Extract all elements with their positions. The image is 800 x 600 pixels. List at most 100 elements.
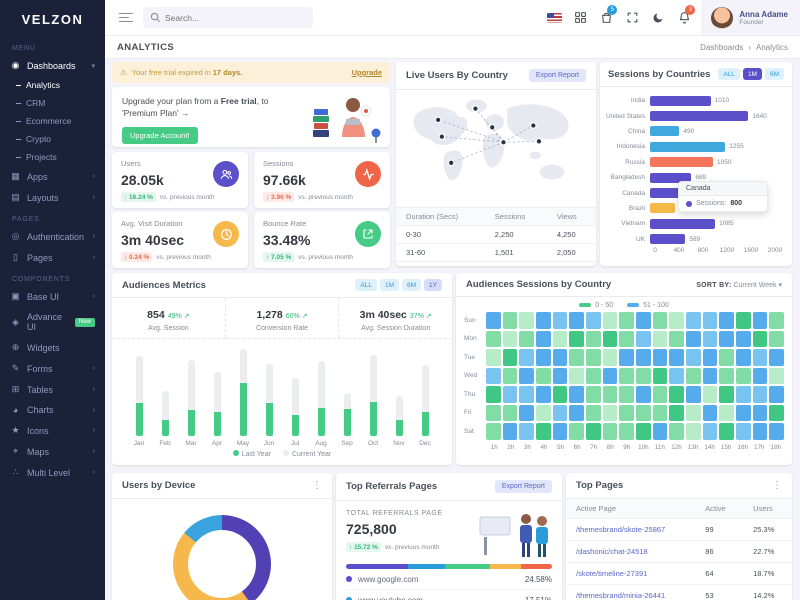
heatmap-cell[interactable] xyxy=(586,330,601,347)
sidebar-item-base-ui[interactable]: ▣ Base UI › xyxy=(0,286,105,307)
sidebar-item-multi-level[interactable]: ∴ Multi Level › xyxy=(0,462,105,483)
audiences-bar-chart[interactable]: Jan Feb Mar Apr May Jun Jul Aug Sep Oct Nov Dec xyxy=(112,339,452,447)
heatmap-cell[interactable] xyxy=(536,367,551,384)
month-column[interactable]: Oct xyxy=(360,347,386,447)
heatmap-cell[interactable] xyxy=(719,312,735,329)
heatmap-cell[interactable] xyxy=(602,423,618,440)
page-link[interactable]: /themesbrand/skote-25867 xyxy=(566,518,696,541)
heatmap-cell[interactable] xyxy=(536,386,551,403)
heatmap-cell[interactable] xyxy=(602,330,618,347)
heatmap-cell[interactable] xyxy=(569,386,585,403)
heatmap-cell[interactable] xyxy=(569,330,585,347)
heatmap-cell[interactable] xyxy=(519,349,535,366)
sidebar-subitem-projects[interactable]: Projects xyxy=(0,148,105,166)
country-bar[interactable] xyxy=(650,157,713,168)
heatmap-cell[interactable] xyxy=(536,349,551,366)
heatmap-chart[interactable]: Sun Mon Tue Wed Thu Fri Sat 1h 2h 3h 4h 5h 6h 7h 8h 9h 1… xyxy=(456,312,792,451)
heatmap-cell[interactable] xyxy=(769,386,785,403)
referral-site[interactable]: www.youtube.com xyxy=(358,595,423,600)
sidebar-subitem-analytics[interactable]: Analytics xyxy=(0,76,105,94)
heatmap-cell[interactable] xyxy=(586,404,601,421)
sidebar-item-authentication[interactable]: ◎ Authentication › xyxy=(0,226,105,247)
heatmap-cell[interactable] xyxy=(752,386,768,403)
heatmap-cell[interactable] xyxy=(586,386,601,403)
heatmap-cell[interactable] xyxy=(486,367,501,384)
heatmap-cell[interactable] xyxy=(702,404,718,421)
heatmap-cell[interactable] xyxy=(769,349,785,366)
heatmap-cell[interactable] xyxy=(736,367,751,384)
apps-grid-icon[interactable] xyxy=(567,0,593,35)
heatmap-cell[interactable] xyxy=(736,349,751,366)
heatmap-cell[interactable] xyxy=(602,367,618,384)
country-bar[interactable] xyxy=(650,95,711,106)
heatmap-cell[interactable] xyxy=(686,312,701,329)
heatmap-cell[interactable] xyxy=(586,423,601,440)
heatmap-cell[interactable] xyxy=(586,349,601,366)
heatmap-cell[interactable] xyxy=(502,386,518,403)
month-column[interactable]: Sep xyxy=(334,347,360,447)
country-bar[interactable] xyxy=(650,141,726,152)
heatmap-cell[interactable] xyxy=(619,404,635,421)
sidebar-item-maps[interactable]: ⌖ Maps › xyxy=(0,441,105,462)
page-link[interactable]: /themesbrand/minia-26441 xyxy=(566,584,696,600)
heatmap-cell[interactable] xyxy=(769,423,785,440)
heatmap-cell[interactable] xyxy=(752,367,768,384)
month-column[interactable]: Apr xyxy=(204,347,230,447)
heatmap-cell[interactable] xyxy=(686,386,701,403)
heatmap-cell[interactable] xyxy=(769,330,785,347)
cart-icon[interactable]: 5 xyxy=(593,0,619,35)
heatmap-cell[interactable] xyxy=(586,312,601,329)
country-bar[interactable] xyxy=(650,172,692,183)
map-marker[interactable] xyxy=(472,105,479,113)
range-button-all[interactable]: ALL xyxy=(718,68,740,80)
heatmap-cell[interactable] xyxy=(769,367,785,384)
sessions-bar-chart[interactable]: India 1010 United States 1640 China 490 Indone… xyxy=(600,87,792,257)
upgrade-link[interactable]: Upgrade xyxy=(351,68,382,77)
heatmap-cell[interactable] xyxy=(536,312,551,329)
export-report-button[interactable]: Export Report xyxy=(528,69,586,82)
heatmap-cell[interactable] xyxy=(519,312,535,329)
search-input[interactable] xyxy=(143,7,313,28)
heatmap-cell[interactable] xyxy=(652,404,668,421)
sidebar-subitem-ecommerce[interactable]: Ecommerce xyxy=(0,112,105,130)
sidebar-item-pages[interactable]: ▯ Pages › xyxy=(0,247,105,268)
country-bar[interactable] xyxy=(650,203,676,214)
month-column[interactable]: Feb xyxy=(152,347,178,447)
heatmap-cell[interactable] xyxy=(519,386,535,403)
heatmap-cell[interactable] xyxy=(486,423,501,440)
map-marker[interactable] xyxy=(447,159,455,167)
heatmap-cell[interactable] xyxy=(719,349,735,366)
heatmap-cell[interactable] xyxy=(502,404,518,421)
sidebar-item-widgets[interactable]: ⊕ Widgets xyxy=(0,337,105,358)
heatmap-cell[interactable] xyxy=(752,404,768,421)
heatmap-cell[interactable] xyxy=(552,312,568,329)
heatmap-cell[interactable] xyxy=(552,423,568,440)
heatmap-cell[interactable] xyxy=(702,349,718,366)
sidebar-item-apps[interactable]: ▦ Apps › xyxy=(0,166,105,187)
heatmap-cell[interactable] xyxy=(652,330,668,347)
month-column[interactable]: Jun xyxy=(256,347,282,447)
heatmap-cell[interactable] xyxy=(669,423,685,440)
heatmap-cell[interactable] xyxy=(769,312,785,329)
heatmap-cell[interactable] xyxy=(536,423,551,440)
heatmap-cell[interactable] xyxy=(502,349,518,366)
sidebar-item-icons[interactable]: ★ Icons › xyxy=(0,420,105,441)
country-bar[interactable] xyxy=(650,111,749,122)
fullscreen-icon[interactable] xyxy=(619,0,645,35)
heatmap-cell[interactable] xyxy=(686,367,701,384)
upgrade-account-button[interactable]: Upgrade Account! xyxy=(122,126,198,144)
heatmap-cell[interactable] xyxy=(602,312,618,329)
heatmap-cell[interactable] xyxy=(619,423,635,440)
heatmap-cell[interactable] xyxy=(686,404,701,421)
heatmap-cell[interactable] xyxy=(702,386,718,403)
heatmap-cell[interactable] xyxy=(569,367,585,384)
notifications-bell-icon[interactable]: 3 xyxy=(671,0,697,35)
heatmap-cell[interactable] xyxy=(519,404,535,421)
breadcrumb-parent[interactable]: Dashboards xyxy=(700,42,744,52)
heatmap-cell[interactable] xyxy=(602,386,618,403)
heatmap-cell[interactable] xyxy=(552,367,568,384)
card-menu-icon[interactable]: ⋮ xyxy=(772,480,782,491)
heatmap-cell[interactable] xyxy=(619,312,635,329)
heatmap-cell[interactable] xyxy=(536,330,551,347)
heatmap-cell[interactable] xyxy=(652,386,668,403)
